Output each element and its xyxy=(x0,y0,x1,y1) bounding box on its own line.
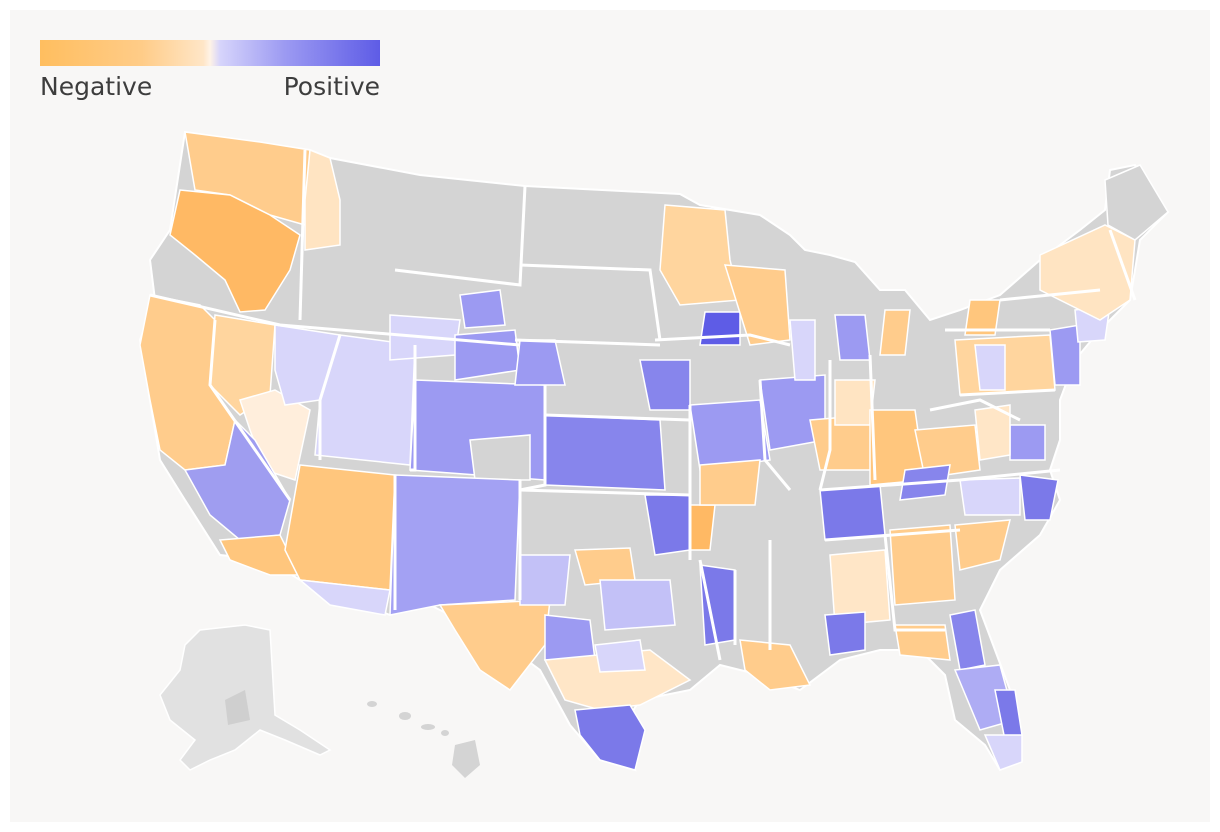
region-oklahoma-blue xyxy=(599,579,676,631)
region-gulf-blue xyxy=(824,611,866,656)
region-texas-south xyxy=(574,704,646,771)
region-south-carolina xyxy=(954,519,1011,571)
region-arkansas-orange xyxy=(689,504,716,551)
region-arizona xyxy=(284,464,396,591)
region-light-blue-tx xyxy=(594,639,646,673)
state-borders xyxy=(149,149,1137,661)
region-wisconsin-orange xyxy=(723,264,791,346)
region-texas-west xyxy=(438,599,551,692)
region-oregon-core xyxy=(169,189,301,313)
legend-negative-label: Negative xyxy=(40,72,153,101)
region-louisiana xyxy=(739,639,812,691)
region-pacific-northwest xyxy=(184,131,311,226)
region-maine xyxy=(1104,164,1169,241)
region-virginia-blue xyxy=(1009,424,1046,461)
region-wyoming-blue xyxy=(459,289,506,329)
region-texas-blue xyxy=(544,614,596,661)
region-new-mexico xyxy=(389,474,521,616)
color-legend: Negative Positive xyxy=(40,40,380,106)
hawaii-inset xyxy=(367,701,480,778)
region-ohio-light xyxy=(834,379,876,426)
region-pa-light-blue xyxy=(974,344,1006,391)
region-florida-north xyxy=(949,609,986,671)
region-north-carolina xyxy=(1019,474,1059,521)
region-missouri-orange xyxy=(699,459,761,506)
region-socal-orange xyxy=(218,534,302,576)
region-nevada-south xyxy=(239,389,311,481)
legend-positive-label: Positive xyxy=(283,72,380,101)
region-alabama-orange xyxy=(829,549,891,626)
region-virginia-orange xyxy=(974,404,1011,461)
region-georgia-orange xyxy=(889,524,956,606)
region-mississippi-blue xyxy=(699,564,736,646)
region-florida-panhandle xyxy=(894,624,951,661)
region-colorado-gray xyxy=(469,434,531,481)
region-arizona-south xyxy=(297,578,391,616)
region-new-york-orange xyxy=(964,299,1001,336)
region-tennessee xyxy=(819,484,886,541)
region-michigan-blue xyxy=(834,314,871,361)
region-missouri xyxy=(689,399,771,471)
legend-gradient-bar xyxy=(40,40,380,66)
region-kansas xyxy=(544,414,666,491)
region-nc-light xyxy=(959,477,1021,516)
region-kentucky-east xyxy=(914,424,981,479)
region-texas-east xyxy=(543,649,692,711)
region-florida-south xyxy=(983,734,1023,771)
region-michigan-orange xyxy=(879,309,911,356)
region-chicago-light xyxy=(789,319,816,381)
region-texas-central xyxy=(519,554,571,606)
region-new-jersey xyxy=(1049,324,1081,386)
region-minnesota-blue xyxy=(699,311,741,346)
alaska-inset-shade xyxy=(225,690,250,725)
region-new-england xyxy=(1039,224,1136,321)
